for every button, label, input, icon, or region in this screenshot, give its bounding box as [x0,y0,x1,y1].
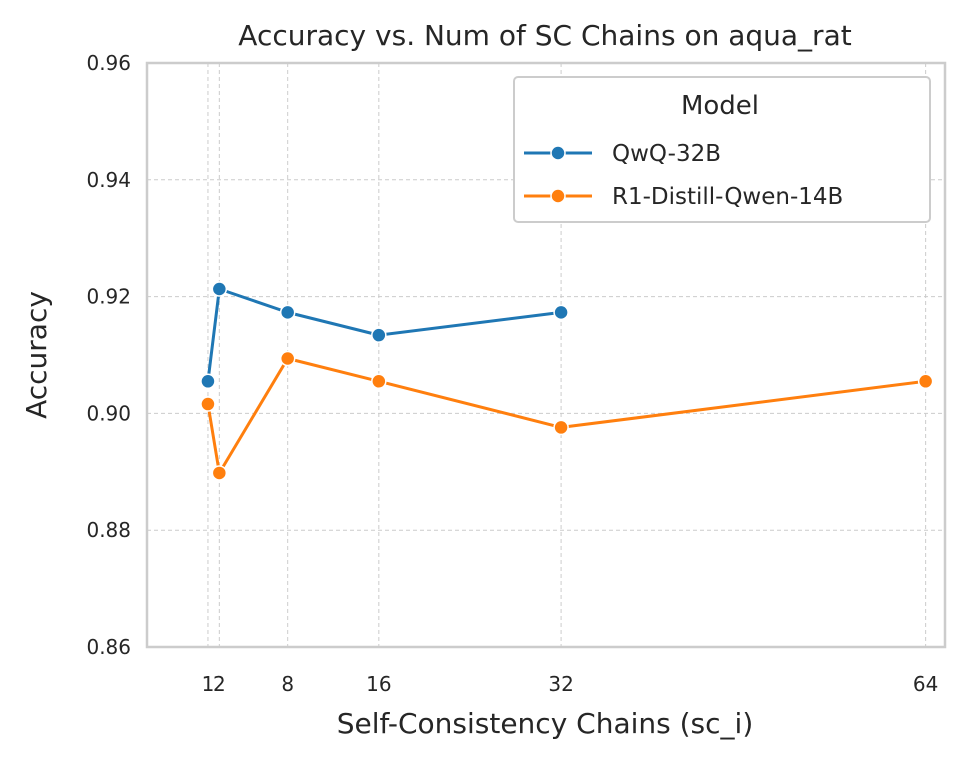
legend-box [513,76,931,223]
data-point [371,373,387,390]
legend-marker-0 [550,145,566,161]
data-point [200,373,216,390]
x-tick-label: 64 [913,672,938,696]
chart-title: Accuracy vs. Num of SC Chains on aqua_ra… [238,19,851,52]
legend-label-1: R1-Distill-Qwen-14B [612,184,843,210]
data-point [917,373,934,390]
data-point [553,419,569,436]
legend: Model QwQ-32B R1-Distill-Qwen-14B [513,76,931,223]
data-point [211,281,228,297]
legend-label-0: QwQ-32B [612,141,721,167]
data-point [371,327,387,343]
series-line-1 [206,357,928,475]
legend-title: Model [681,91,759,121]
x-tick-label: 16 [366,672,391,696]
y-tick-label: 0.96 [86,51,131,75]
y-tick-label: 0.92 [86,285,131,309]
data-point [211,465,228,481]
x-axis-ticks: 12 8 16 32 64 [202,672,939,696]
y-tick-label: 0.86 [86,635,131,659]
series-layer [200,281,934,481]
x-axis-label: Self-Consistency Chains (sc_i) [337,707,754,740]
y-axis-label: Accuracy [20,291,53,419]
x-tick-label: 2 [213,672,226,696]
data-point [279,350,296,367]
data-point [200,396,216,412]
y-tick-label: 0.88 [86,518,131,542]
x-tick-label: 32 [548,672,573,696]
x-tick-label: 1 [202,672,215,696]
data-point [279,304,296,321]
legend-items: QwQ-32B R1-Distill-Qwen-14B [524,141,843,210]
y-tick-label: 0.94 [86,168,131,192]
y-tick-label: 0.90 [86,401,131,425]
x-tick-label: 8 [281,672,294,696]
legend-marker-1 [550,188,566,204]
data-point [553,304,569,321]
y-axis-ticks: 0.86 0.88 0.90 0.92 0.94 0.96 [86,51,131,659]
